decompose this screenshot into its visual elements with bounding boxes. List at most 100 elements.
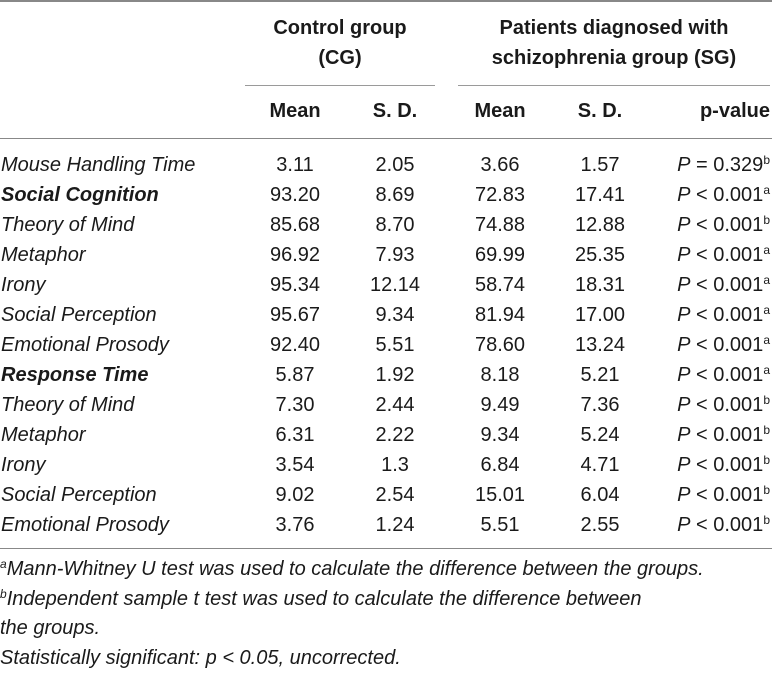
sg-sd-cell: 2.55 (580, 514, 620, 536)
row-label: Emotional Prosody (1, 334, 169, 356)
cg-mean-cell: 3.76 (275, 514, 315, 536)
row-label: Response Time (1, 364, 149, 386)
cg-sd-cell: 8.70 (375, 214, 415, 236)
cg-sd-cell: 7.93 (375, 244, 415, 266)
table-bottom-border (0, 548, 772, 549)
footnote-b-continued: the groups. (0, 617, 101, 639)
sg-sd-cell: 17.41 (574, 184, 626, 206)
row-label: Mouse Handling Time (1, 154, 196, 176)
cg-sd-cell: 9.34 (375, 304, 415, 326)
pvalue-cell: P < 0.001b (677, 213, 770, 236)
row-label: Irony (1, 274, 46, 296)
cg-mean-cell: 3.11 (276, 154, 314, 176)
sg-mean-cell: 3.66 (480, 154, 520, 176)
table-footnotes: aMann-Whitney U test was used to calcula… (0, 555, 772, 673)
sg-sd-cell: 18.31 (574, 274, 626, 296)
table-row: Social Perception 9.02 2.54 15.01 6.04 P < 0.… (0, 480, 772, 510)
pvalue-cell: P < 0.001a (677, 243, 770, 266)
table-row: Metaphor 96.92 7.93 69.99 25.35 P < 0.001a (0, 240, 772, 270)
row-label: Metaphor (1, 244, 86, 266)
row-label: Theory of Mind (1, 214, 135, 236)
table-row: Emotional Prosody 92.40 5.51 78.60 13.24 P < … (0, 330, 772, 360)
table-top-border (0, 0, 772, 2)
sg-mean-cell: 6.84 (480, 454, 520, 476)
sg-mean-cell: 72.83 (474, 184, 526, 206)
sg-mean-cell: 15.01 (474, 484, 526, 506)
table-row: Response Time 5.87 1.92 8.18 5.21 P < 0.001a (0, 360, 772, 390)
pvalue-cell: P < 0.001b (677, 423, 770, 446)
sg-sd-header: S. D. (577, 100, 623, 122)
row-label: Social Cognition (1, 184, 159, 206)
row-label: Emotional Prosody (1, 514, 169, 536)
cg-mean-cell: 95.34 (269, 274, 321, 296)
sg-header-rule (458, 85, 770, 86)
cg-mean-cell: 6.31 (275, 424, 315, 446)
sg-sd-cell: 25.35 (574, 244, 626, 266)
table-row: Theory of Mind 85.68 8.70 74.88 12.88 P < 0.0… (0, 210, 772, 240)
sg-mean-cell: 78.60 (474, 334, 526, 356)
significance-note: Statistically significant: p < 0.05, unc… (0, 646, 401, 669)
cg-mean-cell: 96.92 (269, 244, 321, 266)
row-label: Irony (1, 454, 46, 476)
sg-mean-cell: 74.88 (474, 214, 526, 236)
pvalue-cell: P < 0.001a (677, 273, 770, 296)
cg-header-rule (245, 85, 435, 86)
patients-group-title: Patients diagnosed with schizophrenia gr… (491, 17, 737, 69)
cg-sd-cell: 2.22 (375, 424, 415, 446)
sg-sd-cell: 12.88 (574, 214, 626, 236)
sg-mean-header: Mean (474, 100, 526, 122)
sg-sd-cell: 5.21 (580, 364, 620, 386)
cg-mean-cell: 93.20 (269, 184, 321, 206)
sg-sd-cell: 17.00 (574, 304, 626, 326)
pvalue-cell: P = 0.329b (677, 153, 770, 176)
cg-sd-cell: 1.3 (381, 454, 409, 476)
cg-mean-cell: 9.02 (275, 484, 315, 506)
cg-sd-cell: 12.14 (369, 274, 421, 296)
sg-mean-cell: 69.99 (474, 244, 526, 266)
cg-sd-cell: 2.44 (375, 394, 415, 416)
pvalue-cell: P < 0.001a (677, 303, 770, 326)
pvalue-cell: P < 0.001a (677, 183, 770, 206)
row-label: Theory of Mind (1, 394, 135, 416)
table-row: Mouse Handling Time 3.11 2.05 3.66 1.57 P = 0… (0, 150, 772, 180)
table-row: Irony 95.34 12.14 58.74 18.31 P < 0.001a (0, 270, 772, 300)
sg-mean-cell: 8.18 (480, 364, 520, 386)
table-row: Emotional Prosody 3.76 1.24 5.51 2.55 P < 0.0… (0, 510, 772, 540)
sg-mean-cell: 81.94 (474, 304, 526, 326)
cg-sd-cell: 2.05 (375, 154, 415, 176)
sg-mean-cell: 9.34 (480, 424, 520, 446)
cg-sd-cell: 5.51 (375, 334, 415, 356)
header-bottom-border (0, 138, 772, 139)
cg-mean-cell: 85.68 (269, 214, 321, 236)
cg-mean-header: Mean (269, 100, 321, 122)
table-row: Social Perception 95.67 9.34 81.94 17.00 P < … (0, 300, 772, 330)
pvalue-cell: P < 0.001b (677, 513, 770, 536)
sg-sd-cell: 4.71 (580, 454, 620, 476)
sg-mean-cell: 5.51 (480, 514, 520, 536)
cg-mean-cell: 5.87 (275, 364, 315, 386)
table-row: Metaphor 6.31 2.22 9.34 5.24 P < 0.001b (0, 420, 772, 450)
cg-sd-cell: 2.54 (375, 484, 415, 506)
table-row: Irony 3.54 1.3 6.84 4.71 P < 0.001b (0, 450, 772, 480)
row-label: Social Perception (1, 304, 157, 326)
pvalue-cell: P < 0.001b (677, 483, 770, 506)
pvalue-cell: P < 0.001b (677, 393, 770, 416)
cg-mean-cell: 3.54 (275, 454, 315, 476)
cg-mean-cell: 7.30 (275, 394, 315, 416)
sg-sd-cell: 6.04 (580, 484, 620, 506)
cg-sd-cell: 1.24 (375, 514, 415, 536)
pvalue-cell: P < 0.001a (677, 333, 770, 356)
cg-mean-cell: 95.67 (269, 304, 321, 326)
cg-sd-header: S. D. (372, 100, 418, 122)
sg-sd-cell: 13.24 (574, 334, 626, 356)
sg-mean-cell: 9.49 (480, 394, 520, 416)
sg-sd-cell: 5.24 (580, 424, 620, 446)
row-label: Social Perception (1, 484, 157, 506)
footnote-b: bIndependent sample t test was used to c… (0, 586, 642, 610)
cg-sd-cell: 1.92 (375, 364, 415, 386)
pvalue-cell: P < 0.001b (677, 453, 770, 476)
pvalue-cell: P < 0.001a (677, 363, 770, 386)
table-row: Theory of Mind 7.30 2.44 9.49 7.36 P < 0.001b (0, 390, 772, 420)
sg-mean-cell: 58.74 (474, 274, 526, 296)
control-group-title: Control group (CG) (273, 17, 407, 69)
